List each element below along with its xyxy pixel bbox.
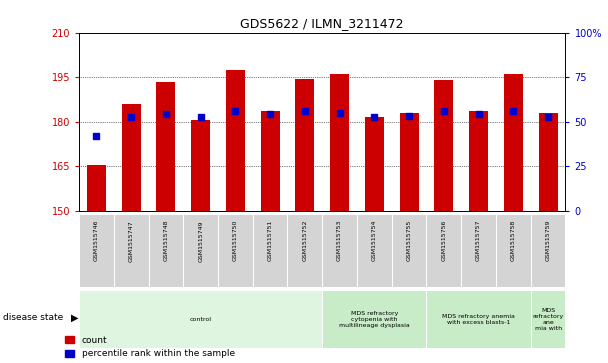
Text: GSM1515753: GSM1515753 [337,220,342,261]
Bar [531,290,565,348]
Bar [295,79,314,211]
Bar [288,214,322,287]
Bar [330,74,349,211]
Bar [79,214,114,287]
Text: GSM1515758: GSM1515758 [511,220,516,261]
Text: ▶: ▶ [71,313,78,323]
Bar [322,214,357,287]
Text: GSM1515747: GSM1515747 [129,220,134,262]
Text: disease state: disease state [3,313,63,322]
Text: control: control [190,317,212,322]
Text: MDS refractory
cytopenia with
multilineage dysplasia: MDS refractory cytopenia with multilinea… [339,311,410,328]
Text: MDS refractory anemia
with excess blasts-1: MDS refractory anemia with excess blasts… [442,314,515,325]
Bar [461,214,496,287]
Bar [261,111,280,211]
Text: GSM1515759: GSM1515759 [545,220,551,261]
Text: GSM1515757: GSM1515757 [476,220,481,261]
Text: GSM1515751: GSM1515751 [268,220,272,261]
Bar [531,214,565,287]
Bar [322,290,426,348]
Bar [434,80,454,211]
Bar [253,214,288,287]
Bar [426,290,531,348]
Bar [365,117,384,211]
Bar [226,70,245,211]
Bar [504,74,523,211]
Bar [496,214,531,287]
Legend: count, percentile rank within the sample: count, percentile rank within the sample [65,336,235,359]
Bar [183,214,218,287]
Bar [148,214,183,287]
Text: GSM1515755: GSM1515755 [407,220,412,261]
Text: GSM1515746: GSM1515746 [94,220,99,261]
Title: GDS5622 / ILMN_3211472: GDS5622 / ILMN_3211472 [241,17,404,30]
Bar [392,214,426,287]
Bar [79,290,322,348]
Bar [357,214,392,287]
Text: GSM1515756: GSM1515756 [441,220,446,261]
Text: MDS
refractory
ane
mia with: MDS refractory ane mia with [533,308,564,331]
Text: GSM1515754: GSM1515754 [372,220,377,261]
Bar [539,113,558,211]
Text: GSM1515750: GSM1515750 [233,220,238,261]
Text: GSM1515749: GSM1515749 [198,220,203,262]
Bar [426,214,461,287]
Bar [469,111,488,211]
Bar [399,113,419,211]
Bar [122,104,140,211]
Bar [191,120,210,211]
Bar [87,164,106,211]
Text: GSM1515752: GSM1515752 [302,220,308,261]
Text: GSM1515748: GSM1515748 [164,220,168,261]
Bar [156,82,176,211]
Bar [114,214,148,287]
Bar [218,214,253,287]
